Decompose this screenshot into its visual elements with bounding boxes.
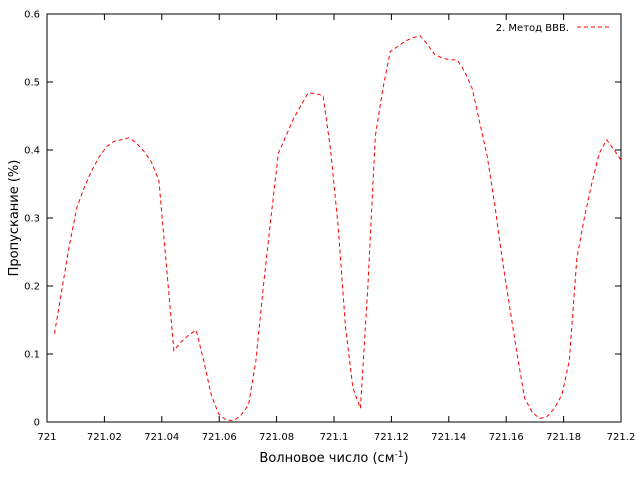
x-tick-label: 721.06 (202, 432, 237, 443)
x-tick-label: 721.02 (87, 432, 122, 443)
plot-frame (46, 13, 622, 423)
y-tick-label: 0.2 (24, 282, 40, 293)
x-tick-label: 721.14 (431, 432, 466, 443)
x-tick-label: 721.16 (489, 432, 524, 443)
x-tick-label: 721 (37, 432, 56, 443)
series-layer (54, 35, 622, 422)
x-tick-label: 721.2 (607, 432, 636, 443)
x-axis-label: Волновое число (см-1) (259, 450, 408, 466)
y-tick-label: 0.5 (24, 78, 40, 89)
legend: 2. Метод ВВВ. (496, 23, 610, 34)
y-tick-label: 0.6 (24, 10, 40, 21)
y-tick-label: 0.4 (24, 146, 40, 157)
y-tick-label: 0.3 (24, 214, 40, 225)
x-tick-label: 721.12 (374, 432, 409, 443)
x-axis-label-superscript: -1 (395, 450, 404, 460)
x-tick-label: 721.18 (546, 432, 581, 443)
series-line (54, 35, 622, 422)
x-tick-label: 721.1 (320, 432, 349, 443)
axes: 721 721.02 721.04 721.06 721.08 721.1 721.12 72… (24, 10, 635, 444)
x-tick-label: 721.04 (144, 432, 179, 443)
y-axis-label: Пропускание (%) (7, 160, 22, 277)
legend-label: 2. Метод ВВВ. (496, 23, 569, 34)
y-tick-label: 0 (34, 418, 40, 429)
x-tick-label: 721.08 (259, 432, 294, 443)
y-tick-label: 0.1 (24, 350, 40, 361)
